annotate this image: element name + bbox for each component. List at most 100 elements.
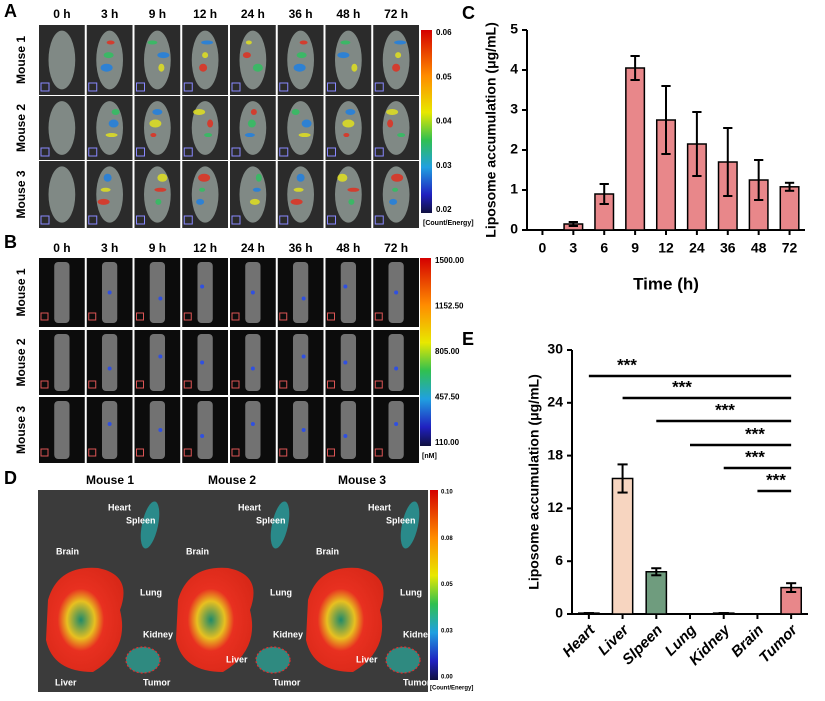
tube [197, 401, 213, 459]
organ-label: Kidney [273, 629, 303, 639]
colorbar-label: 1152.50 [435, 302, 464, 311]
mouse-body [239, 166, 267, 223]
panel-letter: E [462, 329, 474, 349]
signal [196, 198, 205, 205]
colorbar-label: 0.10 [441, 490, 453, 496]
signal [204, 133, 213, 138]
row-label: Mouse 3 [14, 406, 28, 454]
signal [348, 198, 355, 205]
y-tick-label: 4 [510, 61, 518, 77]
column-label: 12 h [193, 241, 217, 255]
signal [250, 109, 257, 115]
tube [149, 401, 166, 459]
signal [100, 63, 113, 72]
scale-box [88, 215, 98, 225]
row-label: Mouse 2 [14, 104, 28, 152]
column-label: 24 h [241, 7, 265, 21]
signal [111, 109, 120, 115]
significance-label: *** [672, 377, 692, 396]
scale-box [231, 215, 241, 225]
bar [779, 186, 800, 231]
signal [351, 63, 358, 72]
colorbar-label: 0.03 [441, 628, 453, 634]
signal [199, 187, 206, 192]
signal [201, 40, 214, 45]
scale-box [279, 380, 288, 389]
scale-box [279, 448, 288, 457]
scale-box [374, 312, 383, 321]
signal [340, 40, 351, 45]
colorbar-label: 0.05 [436, 72, 452, 81]
signal [293, 187, 304, 192]
signal [392, 63, 401, 72]
tumor [385, 646, 421, 674]
organ-label: Liver [226, 654, 248, 664]
image-title: Mouse 1 [86, 473, 134, 487]
scale-box [327, 448, 335, 457]
signal [152, 109, 163, 115]
scale-box [231, 380, 240, 389]
signal [157, 173, 168, 182]
mouse-body [382, 166, 410, 223]
scale-box [136, 147, 145, 157]
signal [343, 133, 350, 138]
signal [250, 422, 255, 426]
signal [387, 119, 394, 128]
signal [250, 366, 255, 371]
y-tick-label: 1 [510, 181, 518, 197]
signal [106, 40, 115, 45]
y-axis-label: Liposome accumulation (μg/mL) [526, 374, 542, 589]
image-title: Mouse 2 [208, 473, 256, 487]
organ-label: Heart [108, 502, 131, 512]
mouse-body [191, 30, 219, 90]
column-label: 3 h [101, 241, 118, 255]
scale-box [374, 448, 383, 457]
signal [150, 133, 157, 138]
signal [247, 119, 256, 128]
signal [252, 187, 261, 192]
signal [290, 198, 303, 205]
mouse-body [48, 166, 76, 223]
mouse-body [382, 30, 410, 90]
bar [625, 67, 646, 231]
x-tick-label: 12 [658, 240, 674, 256]
column-label: 9 h [149, 241, 166, 255]
signal [343, 434, 348, 438]
colorbar [420, 258, 431, 446]
bar [645, 571, 668, 615]
signal [391, 173, 404, 182]
organ-label: Brain [56, 546, 79, 556]
tube [245, 401, 261, 459]
signal [105, 133, 118, 138]
signal [103, 173, 112, 182]
mouse-body [287, 30, 314, 90]
colorbar-unit: [Count/Energy] [423, 220, 474, 227]
scale-box [88, 448, 97, 457]
mouse-body [144, 166, 171, 223]
signal [252, 63, 263, 72]
x-tick-label: 72 [782, 240, 798, 256]
signal [345, 109, 356, 115]
mouse-body [239, 101, 267, 155]
column-label: 36 h [289, 241, 313, 255]
organ-label: Brain [186, 546, 209, 556]
bar [611, 477, 634, 615]
organ-label: Lung [270, 587, 292, 597]
scale-box [136, 82, 145, 92]
mouse-body [96, 166, 123, 223]
signal [158, 428, 163, 432]
signal [386, 109, 399, 115]
signal [397, 133, 406, 138]
scale-box [279, 147, 289, 157]
signal [301, 354, 306, 359]
signal [244, 133, 255, 138]
x-tick-label: Heart [559, 621, 599, 661]
colorbar-label: 0.08 [441, 536, 453, 542]
scale-box [40, 380, 49, 389]
liver [306, 567, 384, 672]
scale-box [183, 380, 192, 389]
colorbar-label: 0.00 [441, 675, 453, 681]
colorbar [430, 490, 438, 680]
y-tick-label: 12 [547, 499, 563, 515]
column-label: 36 h [289, 7, 313, 21]
